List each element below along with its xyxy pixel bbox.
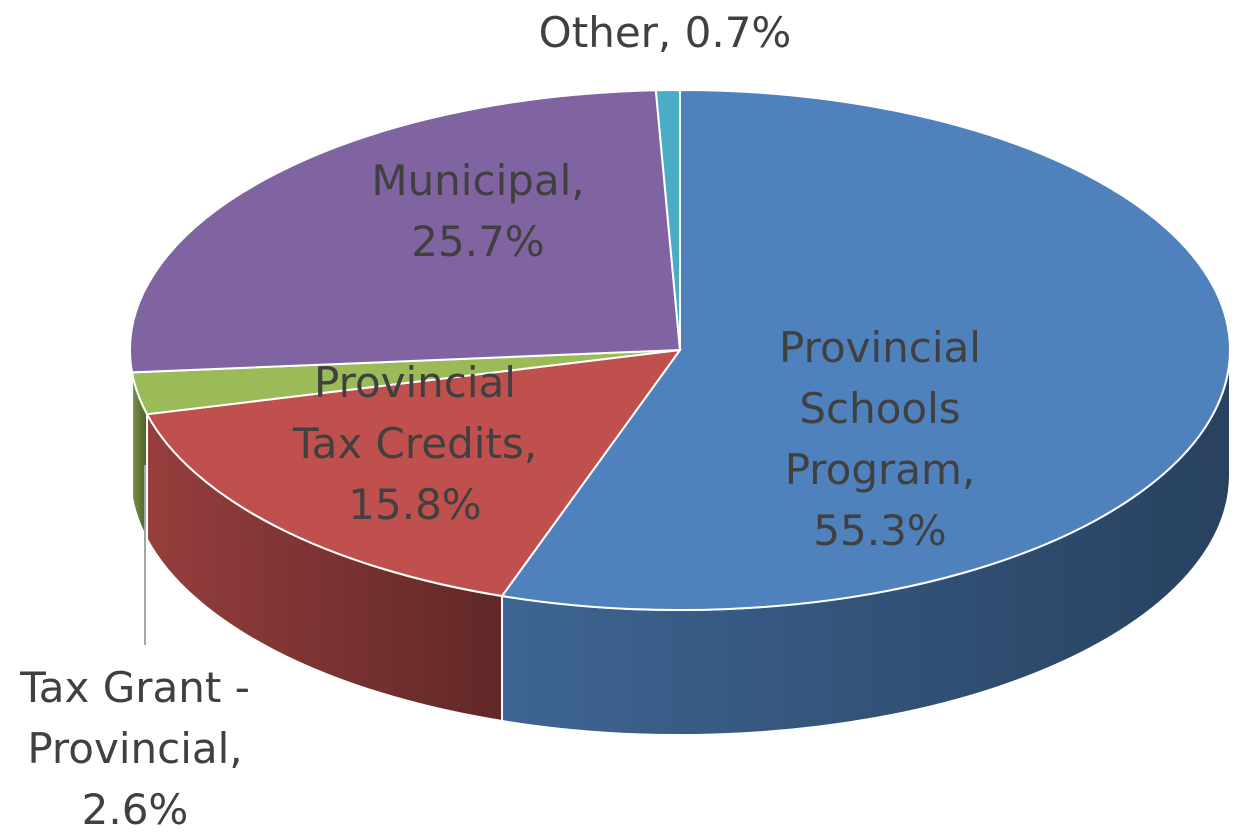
pie-slice bbox=[145, 348, 683, 598]
data-label: Provincial Tax Credits, 15.8% bbox=[292, 358, 537, 529]
data-label: Tax Grant -Provincial, 2.6% bbox=[19, 663, 250, 833]
data-labels: Provincial Schools Program, 55.3% Provincial… bbox=[19, 8, 981, 833]
pie-tops bbox=[129, 88, 1231, 611]
data-label: Municipal, 25.7% bbox=[371, 156, 584, 266]
pie-slice bbox=[500, 88, 1231, 611]
data-label: Other, 0.7% bbox=[539, 8, 792, 57]
data-label: Provincial Schools Program, 55.3% bbox=[779, 323, 981, 555]
pie-slice bbox=[654, 88, 681, 351]
pie-slice bbox=[129, 89, 682, 374]
